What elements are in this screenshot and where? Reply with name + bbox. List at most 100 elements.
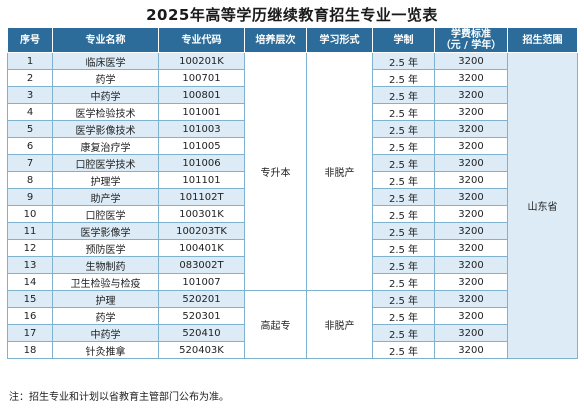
header-fee-line1: 学费标准 (451, 29, 491, 40)
cell-duration: 2.5 年 (372, 205, 435, 223)
table-row: 14 卫生检验与检疫 101007 2.5 年 3200 (7, 273, 578, 291)
cell-index: 3 (7, 86, 53, 104)
cell-name: 中药学 (52, 86, 159, 104)
cell-code: 101005 (158, 137, 245, 155)
cell-index: 10 (7, 205, 53, 223)
table-row: 3 中药学 100801 2.5 年 3200 (7, 86, 578, 104)
cell-code: 101006 (158, 154, 245, 172)
cell-duration: 2.5 年 (372, 239, 435, 257)
header-name: 专业名称 (52, 27, 159, 53)
cell-fee: 3200 (434, 103, 508, 121)
cell-duration: 2.5 年 (372, 103, 435, 121)
cell-duration: 2.5 年 (372, 188, 435, 206)
cell-name: 中药学 (52, 324, 159, 342)
cell-name: 医学检验技术 (52, 103, 159, 121)
cell-index: 5 (7, 120, 53, 138)
cell-duration: 2.5 年 (372, 324, 435, 342)
cell-name: 针灸推拿 (52, 341, 159, 359)
header-mode: 学习形式 (306, 27, 373, 53)
cell-duration: 2.5 年 (372, 273, 435, 291)
header-index: 序号 (7, 27, 53, 53)
cell-index: 11 (7, 222, 53, 240)
cell-duration: 2.5 年 (372, 341, 435, 359)
header-code: 专业代码 (158, 27, 245, 53)
cell-duration: 2.5 年 (372, 120, 435, 138)
cell-mode: 非脱产 (306, 52, 373, 291)
table-body: 1 临床医学 100201K 专升本 非脱产 2.5 年 3200 山东省 2 药学 100701 2… (7, 52, 578, 359)
cell-code: 100301K (158, 205, 245, 223)
cell-name: 助产学 (52, 188, 159, 206)
cell-mode: 非脱产 (306, 290, 373, 359)
cell-duration: 2.5 年 (372, 137, 435, 155)
cell-index: 8 (7, 171, 53, 189)
cell-code: 100701 (158, 69, 245, 87)
cell-index: 17 (7, 324, 53, 342)
cell-index: 1 (7, 52, 53, 70)
cell-fee: 3200 (434, 290, 508, 308)
cell-index: 9 (7, 188, 53, 206)
table-row: 1 临床医学 100201K 专升本 非脱产 2.5 年 3200 山东省 (7, 52, 578, 359)
cell-index: 18 (7, 341, 53, 359)
cell-fee: 3200 (434, 52, 508, 70)
cell-fee: 3200 (434, 69, 508, 87)
cell-name: 药学 (52, 69, 159, 87)
cell-name: 护理学 (52, 171, 159, 189)
cell-code: 101001 (158, 103, 245, 121)
cell-index: 4 (7, 103, 53, 121)
cell-code: 100401K (158, 239, 245, 257)
cell-index: 13 (7, 256, 53, 274)
cell-code: 520301 (158, 307, 245, 325)
table-row: 10 口腔医学 100301K 2.5 年 3200 (7, 205, 578, 223)
page-title: 2025年高等学历继续教育招生专业一览表 (146, 6, 438, 24)
cell-index: 14 (7, 273, 53, 291)
cell-region: 山东省 (507, 52, 578, 359)
cell-name: 药学 (52, 307, 159, 325)
cell-index: 6 (7, 137, 53, 155)
cell-fee: 3200 (434, 239, 508, 257)
cell-fee: 3200 (434, 341, 508, 359)
cell-fee: 3200 (434, 205, 508, 223)
cell-fee: 3200 (434, 307, 508, 325)
cell-name: 口腔医学 (52, 205, 159, 223)
header-fee: 学费标准 （元 / 学年） (434, 27, 508, 53)
cell-code: 101102T (158, 188, 245, 206)
cell-name: 临床医学 (52, 52, 159, 70)
cell-name: 护理 (52, 290, 159, 308)
table-row: 8 护理学 101101 2.5 年 3200 (7, 171, 578, 189)
cell-code: 520410 (158, 324, 245, 342)
cell-name: 康复治疗学 (52, 137, 159, 155)
cell-fee: 3200 (434, 120, 508, 138)
header-region: 招生范围 (507, 27, 578, 53)
cell-code: 101101 (158, 171, 245, 189)
cell-code: 100203TK (158, 222, 245, 240)
cell-duration: 2.5 年 (372, 307, 435, 325)
table-row: 18 针灸推拿 520403K 2.5 年 3200 (7, 341, 578, 359)
enrollment-table: 序号 专业名称 专业代码 培养层次 学习形式 学制 学费标准 （元 / 学年） … (7, 27, 578, 359)
table-row: 15 护理 520201 高起专 非脱产 2.5 年 3200 (7, 290, 578, 359)
cell-name: 预防医学 (52, 239, 159, 257)
cell-name: 卫生检验与检疫 (52, 273, 159, 291)
cell-fee: 3200 (434, 222, 508, 240)
footnote: 注：招生专业和计划以省教育主管部门公布为准。 (9, 392, 229, 403)
cell-name: 生物制药 (52, 256, 159, 274)
cell-name: 口腔医学技术 (52, 154, 159, 172)
cell-code: 083002T (158, 256, 245, 274)
cell-index: 7 (7, 154, 53, 172)
cell-duration: 2.5 年 (372, 69, 435, 87)
cell-code: 101007 (158, 273, 245, 291)
cell-name: 医学影像学 (52, 222, 159, 240)
cell-name: 医学影像技术 (52, 120, 159, 138)
table-row: 6 康复治疗学 101005 2.5 年 3200 (7, 137, 578, 155)
table-row: 12 预防医学 100401K 2.5 年 3200 (7, 239, 578, 257)
cell-duration: 2.5 年 (372, 154, 435, 172)
cell-fee: 3200 (434, 171, 508, 189)
cell-duration: 2.5 年 (372, 86, 435, 104)
cell-index: 15 (7, 290, 53, 308)
cell-index: 2 (7, 69, 53, 87)
header-fee-line2: （元 / 学年） (440, 40, 502, 51)
cell-fee: 3200 (434, 188, 508, 206)
header-level: 培养层次 (244, 27, 307, 53)
cell-duration: 2.5 年 (372, 256, 435, 274)
cell-code: 520201 (158, 290, 245, 308)
